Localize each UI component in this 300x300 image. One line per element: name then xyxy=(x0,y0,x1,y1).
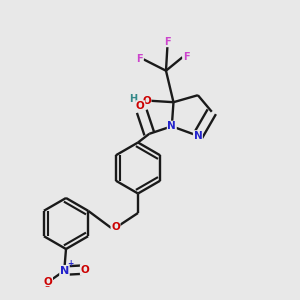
Text: N: N xyxy=(60,266,69,276)
Text: O: O xyxy=(111,222,120,233)
Text: F: F xyxy=(136,54,143,64)
Text: O: O xyxy=(44,277,52,287)
Text: O: O xyxy=(136,101,145,111)
Text: +: + xyxy=(67,260,73,268)
Text: F: F xyxy=(183,52,189,62)
Text: N: N xyxy=(194,131,202,141)
Text: N: N xyxy=(167,121,176,131)
Text: H: H xyxy=(130,94,138,104)
Text: O: O xyxy=(80,265,89,275)
Text: F: F xyxy=(164,37,171,46)
Text: O: O xyxy=(142,96,151,106)
Text: ⁻: ⁻ xyxy=(44,284,49,295)
